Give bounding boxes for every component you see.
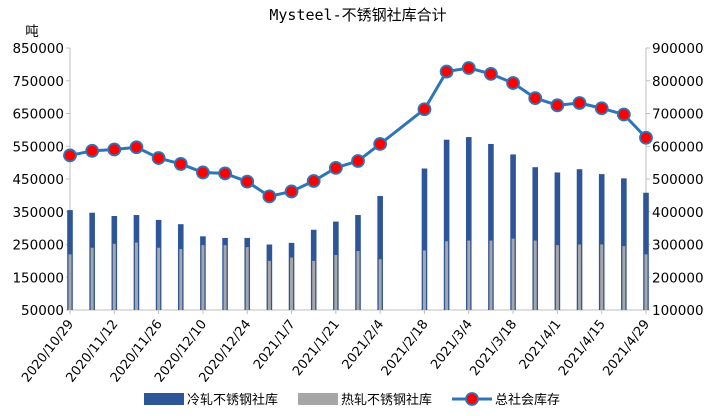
x-tick-label: 2021/1/7 bbox=[251, 317, 299, 372]
point-total-inventory bbox=[417, 102, 432, 117]
right-tick-label: 600000 bbox=[652, 139, 704, 155]
bar-hot-rolled bbox=[134, 242, 138, 310]
bar-hot-rolled bbox=[68, 254, 72, 310]
bar-hot-rolled bbox=[511, 238, 515, 310]
bar-hot-rolled bbox=[334, 254, 338, 310]
left-tick-label: 50000 bbox=[21, 303, 64, 319]
point-total-inventory bbox=[85, 143, 100, 158]
point-total-inventory bbox=[306, 174, 321, 188]
point-total-inventory bbox=[196, 165, 210, 180]
right-tick-label: 300000 bbox=[652, 238, 704, 254]
bar-cold-rolled bbox=[643, 192, 649, 310]
point-total-inventory bbox=[616, 107, 631, 122]
bar-cold-rolled bbox=[532, 167, 539, 310]
bar-hot-rolled bbox=[600, 244, 604, 310]
bar-hot-rolled bbox=[533, 240, 537, 310]
bar-hot-rolled bbox=[489, 240, 493, 310]
bar-cold-rolled bbox=[621, 178, 627, 310]
x-tick-label: 2021/2/4 bbox=[340, 317, 388, 372]
point-total-inventory bbox=[594, 101, 609, 116]
bar-cold-rolled bbox=[510, 154, 516, 310]
left-tick-label: 550000 bbox=[12, 139, 64, 155]
point-total-inventory bbox=[528, 91, 543, 106]
left-tick-label: 250000 bbox=[12, 238, 64, 254]
point-total-inventory bbox=[240, 174, 255, 189]
point-total-inventory bbox=[439, 64, 454, 79]
right-tick-label: 200000 bbox=[652, 270, 704, 286]
bar-hot-rolled bbox=[378, 259, 382, 310]
point-total-inventory bbox=[63, 148, 77, 163]
bar-cold-rolled bbox=[488, 143, 494, 310]
point-total-inventory bbox=[572, 96, 587, 110]
bar-hot-rolled bbox=[290, 257, 294, 310]
legend-label-total-inventory: 总社会库存 bbox=[495, 392, 560, 408]
bar-hot-rolled bbox=[245, 247, 249, 310]
point-total-inventory bbox=[151, 151, 166, 165]
bar-hot-rolled bbox=[223, 245, 227, 310]
legend-label-cold-rolled: 冷轧不锈钢社库 bbox=[187, 392, 278, 408]
plot-area: 50000 150000 250000 350000 450000 550000 65000… bbox=[12, 41, 703, 386]
bar-hot-rolled bbox=[356, 251, 360, 310]
bar-cold-rolled bbox=[598, 174, 605, 310]
x-tick-label: 2021/4/1 bbox=[517, 317, 565, 372]
point-total-inventory bbox=[173, 157, 188, 171]
legend-swatch-hot-rolled bbox=[298, 393, 338, 405]
point-total-inventory bbox=[484, 66, 498, 81]
bar-hot-rolled bbox=[312, 260, 316, 310]
bar-cold-rolled bbox=[443, 139, 450, 310]
bar-hot-rolled bbox=[422, 250, 426, 310]
bar-hot-rolled bbox=[555, 245, 559, 310]
bar-hot-rolled bbox=[201, 245, 205, 310]
point-total-inventory bbox=[351, 154, 365, 168]
bar-cold-rolled bbox=[554, 172, 561, 310]
legend-marker-total-inventory bbox=[465, 392, 479, 406]
left-tick-label: 750000 bbox=[12, 74, 64, 90]
bar-hot-rolled bbox=[622, 246, 626, 310]
point-total-inventory bbox=[506, 76, 520, 90]
legend-label-hot-rolled: 热轧不锈钢社库 bbox=[341, 392, 432, 408]
point-total-inventory bbox=[129, 140, 144, 155]
bar-hot-rolled bbox=[112, 243, 116, 310]
bar-hot-rolled bbox=[578, 244, 582, 310]
bar-hot-rolled bbox=[267, 260, 271, 310]
point-total-inventory bbox=[461, 61, 476, 75]
chart-title: Mysteel-不锈钢社库合计 bbox=[269, 6, 446, 24]
left-axis-unit: 吨 bbox=[25, 24, 39, 40]
bar-hot-rolled bbox=[445, 241, 449, 310]
point-total-inventory bbox=[284, 184, 299, 199]
right-tick-label: 100000 bbox=[652, 303, 704, 319]
right-tick-label: 700000 bbox=[652, 107, 704, 123]
left-tick-label: 850000 bbox=[12, 41, 64, 57]
left-tick-label: 350000 bbox=[12, 205, 64, 221]
point-total-inventory bbox=[328, 160, 343, 175]
bar-cold-rolled bbox=[576, 169, 583, 310]
point-total-inventory bbox=[107, 142, 122, 157]
point-total-inventory bbox=[262, 189, 277, 204]
bar-hot-rolled bbox=[644, 254, 648, 310]
legend: 冷轧不锈钢社库 热轧不锈钢社库 总社会库存 bbox=[144, 392, 560, 408]
bar-hot-rolled bbox=[467, 240, 471, 310]
bar-hot-rolled bbox=[179, 249, 183, 310]
bar-cold-rolled bbox=[421, 168, 428, 310]
bar-cold-rolled bbox=[377, 196, 383, 310]
right-tick-label: 900000 bbox=[652, 41, 704, 57]
bar-hot-rolled bbox=[90, 247, 94, 310]
right-tick-label: 400000 bbox=[652, 205, 704, 221]
left-tick-label: 650000 bbox=[12, 107, 64, 123]
x-tick-label: 2021/3/4 bbox=[428, 317, 476, 372]
left-tick-label: 450000 bbox=[12, 172, 64, 188]
bar-hot-rolled bbox=[157, 247, 161, 310]
left-tick-label: 150000 bbox=[12, 270, 64, 286]
point-total-inventory bbox=[550, 98, 565, 113]
bar-cold-rolled bbox=[465, 137, 472, 310]
point-total-inventory bbox=[218, 166, 232, 181]
right-tick-label: 500000 bbox=[652, 172, 704, 188]
legend-swatch-cold-rolled bbox=[144, 393, 184, 405]
point-total-inventory bbox=[639, 130, 653, 145]
point-total-inventory bbox=[373, 137, 388, 151]
right-tick-label: 800000 bbox=[652, 74, 704, 90]
